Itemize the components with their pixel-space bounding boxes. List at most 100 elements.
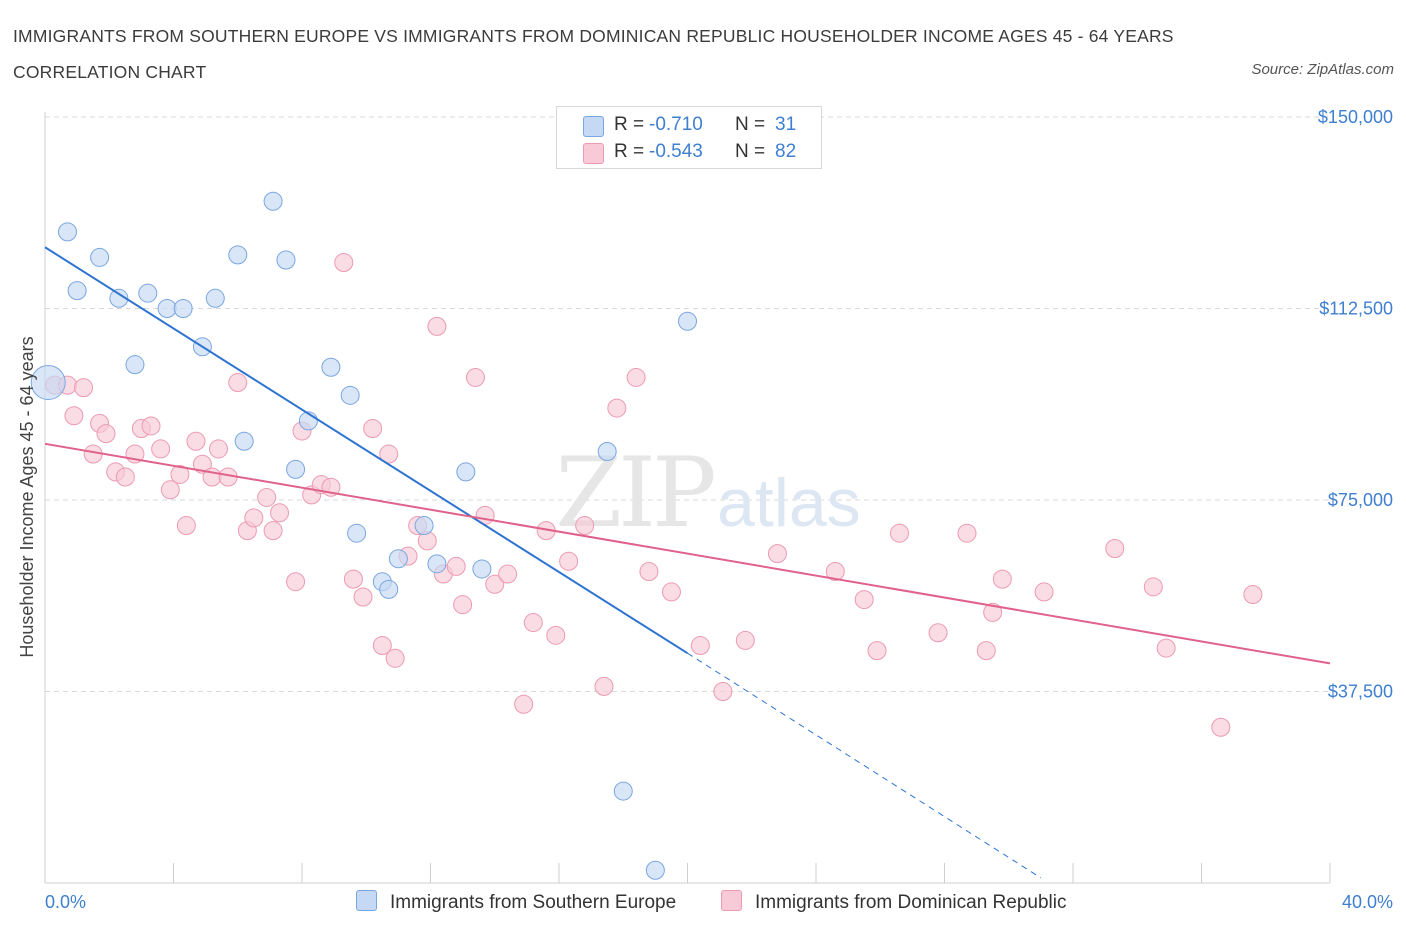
data-point[interactable] — [363, 419, 383, 439]
data-point[interactable] — [645, 860, 665, 880]
data-point[interactable] — [767, 544, 787, 564]
data-point[interactable] — [30, 365, 66, 401]
data-point[interactable] — [678, 311, 697, 331]
x-tick-label-max: 40.0% — [1342, 892, 1393, 912]
legend-item-southern-europe[interactable]: Immigrants from Southern Europe — [356, 890, 676, 914]
trend-line-dominican-republic — [44, 442, 1331, 665]
data-point[interactable] — [186, 431, 206, 451]
data-point[interactable] — [173, 299, 193, 318]
data-point[interactable] — [594, 676, 614, 696]
data-point[interactable] — [1243, 584, 1263, 604]
data-point[interactable] — [485, 574, 505, 594]
data-point[interactable] — [867, 641, 887, 661]
data-point[interactable] — [379, 579, 399, 599]
data-point[interactable] — [854, 590, 874, 610]
r-value: -0.543 — [649, 141, 703, 162]
data-point[interactable] — [286, 459, 306, 479]
data-point[interactable] — [735, 630, 755, 650]
data-point[interactable] — [334, 253, 354, 273]
data-point[interactable] — [176, 516, 196, 536]
data-point[interactable] — [607, 398, 627, 418]
data-point[interactable] — [257, 487, 277, 507]
data-point[interactable] — [151, 439, 171, 459]
r-label: R = — [614, 114, 645, 135]
data-point[interactable] — [575, 516, 595, 536]
data-point[interactable] — [67, 281, 87, 301]
data-point[interactable] — [90, 247, 110, 267]
data-point[interactable] — [234, 431, 254, 451]
data-point[interactable] — [74, 378, 94, 398]
data-point[interactable] — [321, 357, 341, 377]
data-point[interactable] — [976, 641, 996, 661]
data-point[interactable] — [379, 444, 399, 464]
data-point[interactable] — [414, 516, 434, 536]
data-point[interactable] — [446, 556, 466, 576]
data-point[interactable] — [559, 551, 579, 571]
data-point[interactable] — [205, 288, 225, 308]
data-point[interactable] — [992, 569, 1012, 589]
legend-item-dominican-republic[interactable]: Immigrants from Dominican Republic — [721, 890, 1067, 914]
data-point[interactable] — [427, 554, 447, 574]
data-point[interactable] — [1143, 577, 1163, 597]
data-point[interactable] — [453, 595, 473, 615]
data-point[interactable] — [228, 245, 248, 265]
data-point[interactable] — [138, 283, 158, 303]
data-point[interactable] — [713, 682, 733, 701]
data-point[interactable] — [597, 441, 617, 461]
data-point[interactable] — [639, 561, 659, 581]
data-point[interactable] — [372, 636, 392, 656]
data-point[interactable] — [928, 623, 948, 643]
data-point[interactable] — [514, 694, 534, 714]
data-point[interactable] — [465, 367, 485, 387]
data-point[interactable] — [192, 454, 212, 474]
data-point[interactable] — [340, 385, 360, 405]
data-point[interactable] — [64, 406, 84, 426]
data-point[interactable] — [890, 523, 910, 543]
data-point[interactable] — [417, 531, 437, 551]
n-label: N = — [735, 114, 766, 135]
data-point[interactable] — [347, 523, 367, 543]
data-point[interactable] — [160, 480, 180, 500]
data-point[interactable] — [208, 439, 228, 459]
data-point[interactable] — [57, 222, 77, 242]
data-point[interactable] — [472, 559, 492, 579]
data-point[interactable] — [1211, 717, 1231, 737]
data-point[interactable] — [125, 355, 145, 375]
data-point[interactable] — [157, 299, 177, 318]
data-point[interactable] — [983, 602, 1003, 622]
data-point[interactable] — [690, 636, 710, 656]
data-point[interactable] — [456, 462, 476, 482]
data-point[interactable] — [957, 523, 977, 543]
data-point[interactable] — [115, 467, 135, 487]
data-point[interactable] — [263, 191, 283, 211]
data-point[interactable] — [270, 503, 290, 523]
data-point[interactable] — [1034, 582, 1054, 602]
data-point[interactable] — [613, 781, 633, 801]
data-point[interactable] — [1156, 638, 1176, 658]
data-point[interactable] — [96, 424, 116, 444]
data-point[interactable] — [141, 416, 161, 436]
legend-swatch-pink — [721, 890, 742, 911]
data-point[interactable] — [661, 582, 681, 602]
data-point[interactable] — [170, 464, 190, 484]
legend-swatch-pink — [583, 143, 604, 164]
data-point[interactable] — [498, 564, 518, 584]
data-point[interactable] — [244, 508, 264, 528]
data-point[interactable] — [276, 250, 296, 270]
data-point[interactable] — [825, 561, 845, 581]
data-point[interactable] — [427, 316, 447, 336]
data-point[interactable] — [1105, 539, 1125, 559]
data-point[interactable] — [228, 373, 248, 393]
data-point[interactable] — [385, 648, 405, 668]
data-point[interactable] — [109, 288, 129, 308]
data-point[interactable] — [523, 613, 543, 633]
data-point[interactable] — [626, 367, 646, 387]
data-point[interactable] — [286, 572, 306, 592]
data-point[interactable] — [343, 569, 363, 589]
data-point[interactable] — [388, 549, 408, 569]
data-point[interactable] — [263, 521, 283, 541]
data-point[interactable] — [546, 625, 566, 645]
series-southern-europe-points — [30, 191, 697, 880]
data-point[interactable] — [353, 587, 373, 607]
